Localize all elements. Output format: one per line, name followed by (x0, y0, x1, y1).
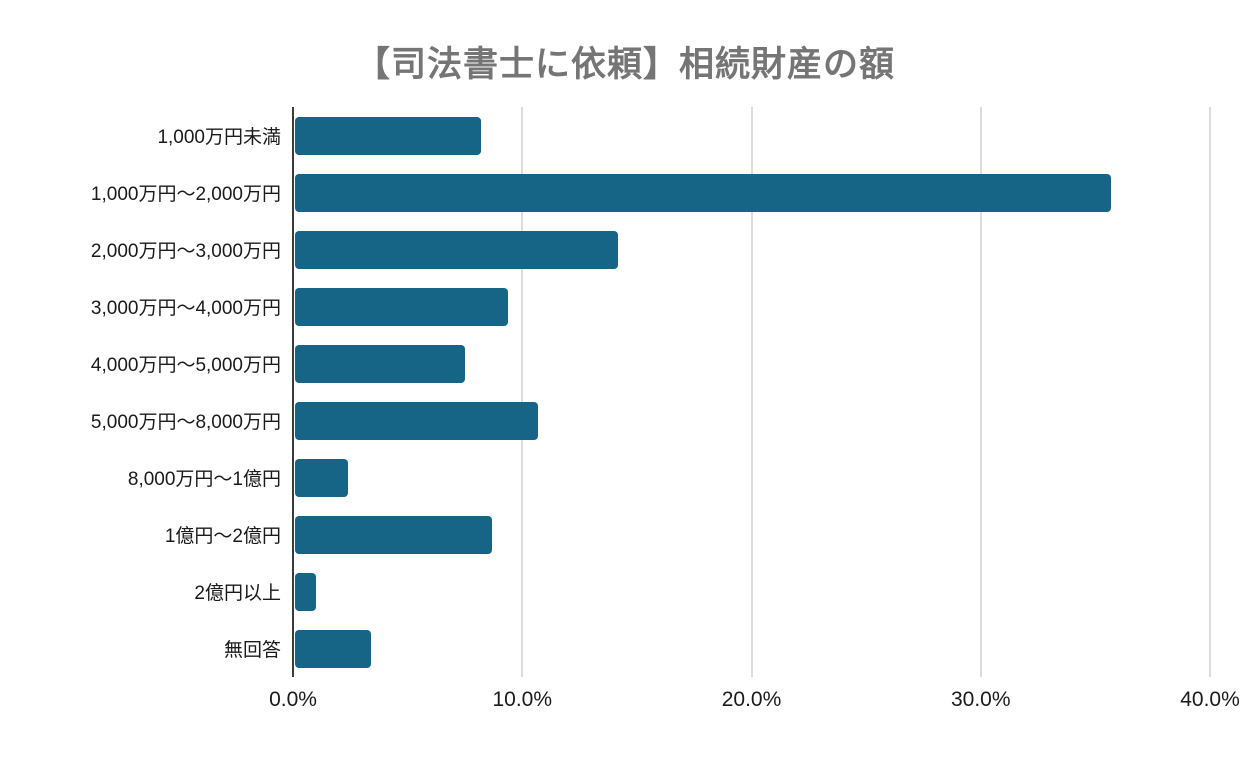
bar (295, 344, 465, 383)
bar-area (293, 221, 1210, 278)
bar (295, 401, 538, 440)
bar-row: 1,000万円未満 (0, 107, 1210, 164)
chart-title: 【司法書士に依頼】相続財産の額 (354, 45, 895, 84)
category-label: 3,000万円〜4,000万円 (90, 298, 281, 319)
bar-row: 8,000万円〜1億円 (0, 449, 1210, 506)
bar (295, 173, 1112, 212)
category-label: 2,000万円〜3,000万円 (90, 241, 281, 262)
gridline (750, 107, 753, 677)
category-label: 無回答 (223, 640, 281, 661)
bar-area (293, 506, 1210, 563)
x-tick-label: 0.0% (269, 688, 317, 711)
bar (295, 116, 481, 155)
gridline (1209, 107, 1211, 677)
category-label: 4,000万円〜5,000万円 (90, 355, 281, 376)
bar-row: 4,000万円〜5,000万円 (0, 335, 1210, 392)
bar-area (293, 620, 1210, 677)
bar-row: 5,000万円〜8,000万円 (0, 392, 1210, 449)
category-label: 1,000万円未満 (157, 127, 281, 148)
gridlines (293, 107, 1211, 677)
x-tick-label: 30.0% (950, 688, 1011, 711)
bar-row: 無回答 (0, 620, 1210, 677)
bar-area (293, 164, 1210, 221)
bar-rows: 1,000万円未満 1,000万円〜2,000万円 2,000万円〜3,000万円 3… (0, 107, 1210, 677)
category-label: 2億円以上 (194, 583, 281, 604)
x-tick-label: 10.0% (492, 688, 553, 711)
category-label: 5,000万円〜8,000万円 (90, 412, 281, 433)
bar-area (293, 449, 1210, 506)
bar-row: 1億円〜2億円 (0, 506, 1210, 563)
y-axis-line (292, 107, 294, 677)
bar (295, 287, 509, 326)
bar (295, 230, 619, 269)
bar-area (293, 392, 1210, 449)
category-label: 1,000万円〜2,000万円 (90, 184, 281, 205)
bar-row: 2,000万円〜3,000万円 (0, 221, 1210, 278)
bar (295, 515, 493, 554)
gridline (979, 107, 982, 677)
gridline (521, 107, 524, 677)
x-tick-label: 20.0% (721, 688, 782, 711)
bar-area (293, 107, 1210, 164)
bar-area (293, 278, 1210, 335)
bar-row: 1,000万円〜2,000万円 (0, 164, 1210, 221)
category-label: 8,000万円〜1億円 (127, 469, 281, 490)
x-tick-label: 40.0% (1180, 688, 1240, 711)
bar-area (293, 563, 1210, 620)
plot-area: 1,000万円未満 1,000万円〜2,000万円 2,000万円〜3,000万円 3… (0, 107, 1211, 677)
bar (295, 458, 348, 497)
bar-area (293, 335, 1210, 392)
bar (295, 629, 371, 668)
bar-row: 3,000万円〜4,000万円 (0, 278, 1210, 335)
x-axis-labels: 0.0% 10.0% 20.0% 30.0% 40.0% (0, 688, 1250, 718)
bar (295, 572, 316, 611)
bar-row: 2億円以上 (0, 563, 1210, 620)
category-label: 1億円〜2億円 (164, 526, 281, 547)
